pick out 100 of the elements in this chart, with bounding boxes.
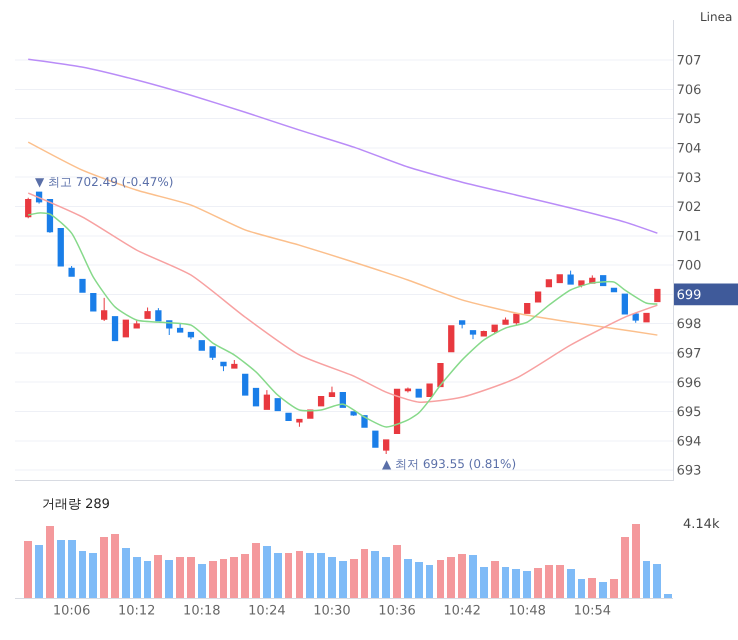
chart-title: 거래량 289 [42, 497, 110, 512]
candlestick [144, 307, 151, 319]
line-series [27, 192, 658, 403]
x-tick-label: 10:12 [118, 604, 156, 619]
candlestick [480, 330, 487, 336]
bar [599, 582, 607, 598]
candlestick [231, 359, 238, 369]
candlestick [58, 228, 64, 266]
candlestick [285, 412, 292, 422]
bar [252, 543, 260, 598]
x-tick-label: 10:48 [508, 604, 546, 619]
line-series [27, 212, 658, 428]
candlestick [458, 320, 466, 329]
annotation: ▼ 최고 702.49 (-0.47%) [35, 175, 174, 189]
bar [46, 526, 54, 598]
candlestick [79, 278, 86, 293]
candlestick [470, 330, 476, 340]
x-tick-label: 10:24 [248, 604, 286, 619]
candlestick [101, 297, 108, 322]
x-tick-label: 10:36 [378, 604, 416, 619]
bar [241, 554, 249, 598]
text: Linea [700, 10, 732, 24]
candlestick [264, 390, 270, 410]
bar [68, 540, 76, 598]
candlestick [112, 316, 118, 342]
bar [415, 562, 423, 598]
bar [24, 541, 32, 598]
bar [556, 565, 564, 598]
candlestick [252, 388, 260, 406]
bar [664, 594, 672, 598]
bar [187, 557, 195, 598]
bar [437, 560, 444, 598]
candlestick [534, 292, 542, 302]
candlestick [274, 398, 281, 412]
bar [382, 557, 390, 598]
candlestick [296, 418, 303, 428]
bar [502, 567, 509, 598]
y-tick-label: 702 [676, 200, 702, 216]
bar [491, 561, 499, 598]
candlestick [556, 274, 563, 284]
candlestick [25, 197, 32, 219]
y-tick-label: 707 [676, 54, 702, 69]
bar [122, 548, 130, 598]
candlestick [328, 386, 336, 398]
y-tick-label: 694 [676, 434, 702, 450]
bar [230, 557, 238, 598]
y-tick-label: 705 [676, 112, 702, 128]
y-tick-label: 700 [676, 258, 702, 274]
bar [144, 561, 151, 598]
bar [545, 565, 553, 598]
x-tick-label: 10:54 [574, 604, 612, 619]
bar [567, 569, 575, 598]
bar [480, 567, 488, 598]
y-tick-label: 701 [676, 229, 702, 244]
candlestick [426, 383, 433, 398]
bar [512, 569, 520, 598]
bar [523, 571, 531, 598]
y-tick-label: 706 [676, 82, 702, 98]
candlestick [318, 396, 324, 406]
candlestick [155, 308, 162, 322]
bar [328, 557, 336, 598]
candlestick [122, 320, 129, 338]
annotation: ▲ 최저 693.55 (0.81%) [382, 457, 516, 471]
bar [296, 551, 303, 598]
bar [198, 564, 206, 598]
bar [339, 561, 347, 598]
candlestick [90, 292, 96, 312]
x-tick-label: 10:06 [52, 604, 90, 619]
candlestick [220, 362, 227, 372]
bar [588, 578, 596, 598]
bar [469, 555, 477, 598]
y-tick-label: 704 [676, 142, 702, 157]
candlestick [416, 388, 422, 398]
bar [361, 549, 368, 598]
candlestick [567, 270, 574, 285]
bar [426, 565, 433, 598]
bar [79, 551, 86, 598]
candlestick [210, 346, 216, 360]
y-tick-label: 693 [676, 464, 702, 479]
bar [610, 579, 618, 598]
bar [306, 553, 314, 598]
candlestick [188, 332, 194, 340]
candlestick [546, 279, 552, 288]
bar [621, 537, 629, 598]
line-series [27, 141, 658, 336]
y-tick-label: 696 [676, 376, 702, 391]
bar [350, 559, 358, 598]
candlestick [176, 323, 184, 333]
candlestick [643, 312, 650, 322]
line-series [27, 58, 658, 234]
candlestick [198, 340, 205, 351]
bar [534, 568, 542, 598]
text: 4.14k [683, 517, 720, 532]
x-tick-label: 10:42 [443, 604, 481, 619]
candlestick [513, 314, 520, 326]
bar [371, 551, 379, 598]
y-tick-label: 695 [676, 405, 702, 420]
y-tick-label: 697 [676, 346, 702, 362]
bar [263, 546, 271, 598]
bar [274, 553, 282, 598]
